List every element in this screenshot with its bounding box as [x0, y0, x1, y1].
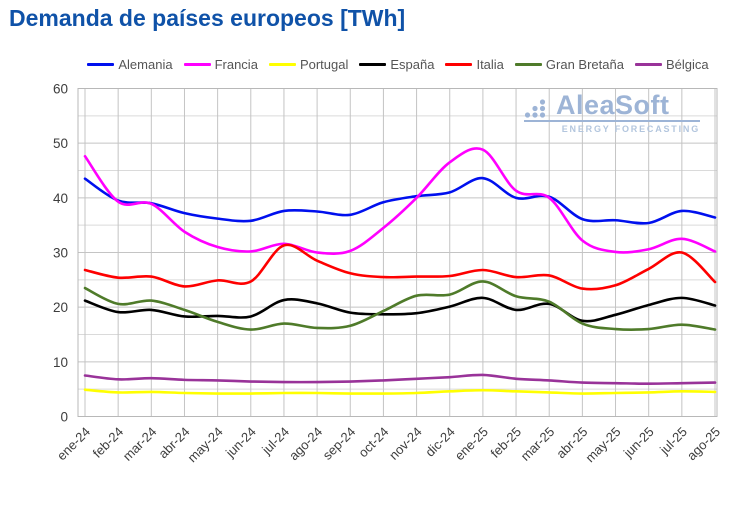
y-tick-label: 10 [53, 355, 68, 370]
legend-item: Francia [183, 57, 258, 72]
x-tick-label: jun-25 [620, 424, 657, 461]
x-tick-label: ago-24 [286, 424, 325, 463]
series-line [83, 147, 717, 255]
x-tick-label: mar-24 [120, 424, 160, 464]
legend-item: Portugal [268, 57, 349, 72]
x-tick-label: may-25 [582, 424, 623, 465]
legend-label: Alemania [118, 57, 173, 72]
legend-line-swatch [514, 63, 542, 66]
x-tick-label: ene-25 [452, 424, 491, 463]
series-line [83, 388, 717, 395]
legend-item: Alemania [87, 57, 173, 72]
x-tick-label: ene-24 [54, 424, 93, 463]
legend-label: Portugal [299, 57, 349, 72]
x-tick-label: mar-25 [518, 424, 558, 464]
legend-label: Italia [476, 57, 504, 72]
legend-line-swatch [183, 63, 211, 66]
x-tick-label: oct-24 [355, 424, 391, 460]
legend-label: España [390, 57, 435, 72]
legend-label: Bélgica [665, 57, 709, 72]
legend-line-swatch [359, 63, 387, 66]
y-tick-label: 20 [53, 300, 68, 315]
y-tick-label: 30 [53, 246, 68, 261]
page-title: Demanda de países europeos [TWh] [9, 5, 406, 31]
x-tick-label: nov-24 [386, 424, 425, 463]
series-line [83, 243, 717, 291]
legend-line-swatch [445, 63, 473, 66]
legend-label: Francia [214, 57, 258, 72]
legend-item: Bélgica [634, 57, 709, 72]
series-line [83, 373, 717, 385]
legend-label: Gran Bretaña [545, 57, 624, 72]
x-tick-label: sep-24 [320, 424, 359, 463]
x-tick-label: jun-24 [222, 424, 259, 461]
y-tick-label: 60 [53, 82, 68, 97]
series-line [83, 296, 717, 323]
series-line [83, 176, 717, 225]
plot-border [77, 88, 718, 417]
legend-line-swatch [268, 63, 296, 66]
legend-item: España [359, 57, 434, 72]
legend-line-swatch [87, 63, 115, 66]
y-tick-label: 50 [53, 136, 68, 151]
legend-item: Gran Bretaña [514, 57, 624, 72]
x-tick-label: ago-25 [684, 424, 723, 463]
series-line [83, 280, 717, 331]
y-tick-label: 0 [60, 410, 68, 425]
legend-line-swatch [634, 63, 662, 66]
y-tick-label: 40 [53, 191, 68, 206]
x-tick-label: may-24 [184, 424, 225, 465]
chart-legend: Alemania Francia Portugal España Italia Gran … [78, 57, 718, 72]
legend-item: Italia [445, 57, 504, 72]
